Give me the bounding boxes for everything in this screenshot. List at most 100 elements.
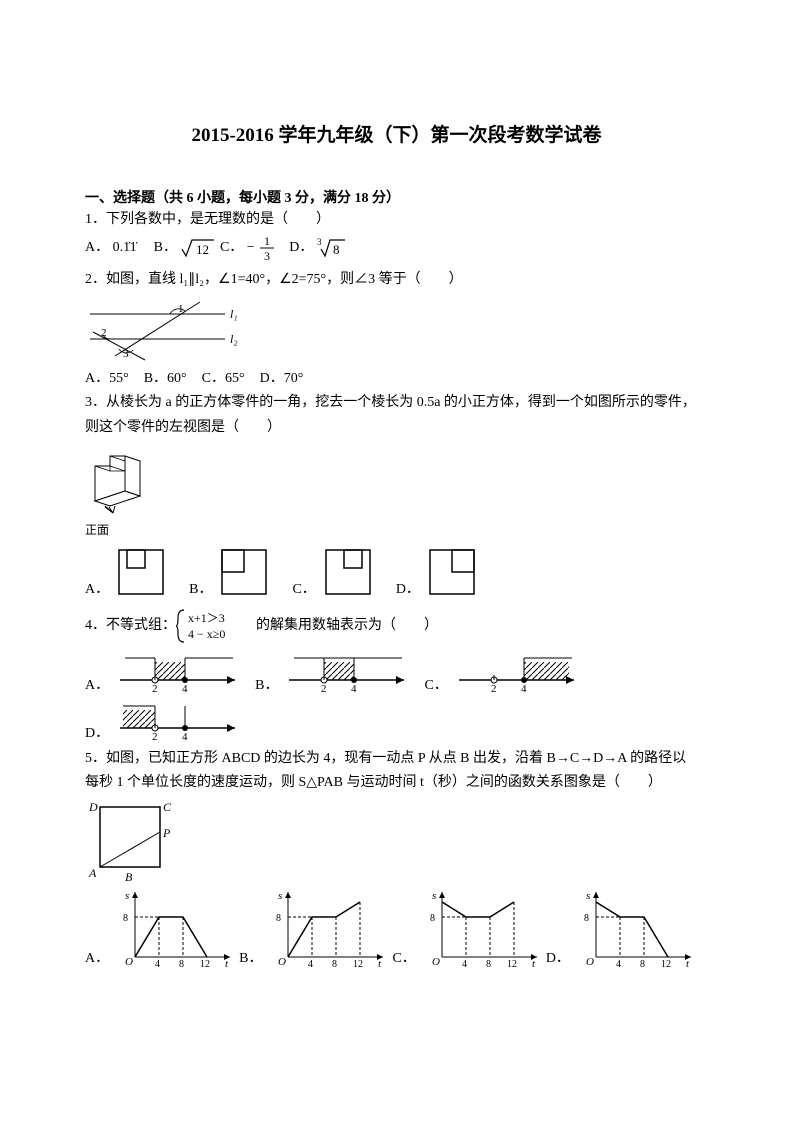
q2-stem: 2．如图，直线 l₁∥l₂，∠1=40°，∠2=75°，则∠3 等于（ ） [85,269,708,291]
brace-icon: x+1＞3 4 − x≥0 [176,608,256,644]
q4-stem: 4．不等式组： x+1＞3 4 − x≥0 的解集用数轴表示为（ ） [85,608,708,644]
svg-text:s: s [586,890,590,902]
q3-stem1: 3．从棱长为 a 的正方体零件的一角，挖去一个棱长为 0.5a 的小正方体，得到… [85,392,708,414]
q3-opt-a: A． [85,578,109,598]
svg-text:3: 3 [123,348,129,360]
q5-stem1: 5．如图，已知正方形 ABCD 的边长为 4，现有一动点 P 从点 B 出发，沿… [85,748,708,770]
q4-opt-c: C． [424,674,447,694]
q3-opt-c: C． [292,578,315,598]
q4-opt-a: A． [85,674,109,694]
q4-opt-d: D． [85,722,109,742]
q1-opt-d-label: D． [289,241,313,256]
svg-text:A: A [88,866,97,880]
svg-text:4: 4 [182,731,188,742]
svg-text:2: 2 [321,683,327,694]
q3-opt-d: D． [396,578,420,598]
svg-text:O: O [278,956,286,967]
q2-figure: l₁ l₂ 1 2 3 [85,294,708,366]
svg-text:4 − x≥0: 4 − x≥0 [188,627,225,641]
q2-opt-a: A．55° [85,371,129,386]
svg-text:8: 8 [123,913,128,924]
svg-text:t: t [378,958,382,967]
svg-text:l₂: l₂ [230,332,238,346]
svg-text:s: s [278,890,282,902]
svg-text:8: 8 [486,959,491,967]
q5-options: A． s t O 8 4 8 12 B． s [85,887,708,967]
svg-text:x+1＞3: x+1＞3 [188,611,225,625]
q3-opt-b: B． [189,578,212,598]
svg-text:8: 8 [333,242,340,257]
q5-svg-c: s t O 8 4 8 12 [422,887,542,967]
svg-text:4: 4 [616,959,621,967]
q5-opt-b: B． [239,947,262,967]
svg-text:s: s [432,890,436,902]
svg-text:t: t [686,958,690,967]
svg-text:1: 1 [264,234,270,248]
svg-text:2: 2 [152,683,158,694]
svg-text:4: 4 [521,683,527,694]
svg-text:8: 8 [430,913,435,924]
svg-text:4: 4 [462,959,467,967]
q1-opt-a-label: A． [85,241,109,256]
svg-text:2: 2 [491,683,497,694]
q1-opt-b-label: B． [154,241,177,256]
q4-stem-post: 的解集用数轴表示为（ ） [256,615,438,637]
svg-text:12: 12 [661,959,671,967]
svg-text:l₁: l₁ [230,307,238,321]
q5-opt-a: A． [85,947,109,967]
q5-figure: D C P A B [85,797,708,887]
svg-text:12: 12 [507,959,517,967]
q5-svg-a: s t O 8 4 8 12 [115,887,235,967]
svg-text:4: 4 [182,683,188,694]
svg-text:8: 8 [276,913,281,924]
svg-text:12: 12 [196,242,209,257]
fraction-icon: 1 3 [258,233,276,263]
q1-options: A． 0.1̇1̇ B． 12 C． − 1 3 D． 3 8 [85,233,708,263]
section-heading: 一、选择题（共 6 小题，每小题 3 分，满分 18 分） [85,187,708,207]
svg-text:8: 8 [584,913,589,924]
q5-svg-b: s t O 8 4 8 12 [268,887,388,967]
svg-text:P: P [162,826,171,840]
svg-text:3: 3 [317,237,322,247]
svg-text:4: 4 [155,959,160,967]
page-title: 2015-2016 学年九年级（下）第一次段考数学试卷 [85,120,708,147]
sqrt-icon: 12 [180,237,216,259]
q2-opt-b: B．60° [144,371,187,386]
q5-stem2: 每秒 1 个单位长度的速度运动，则 S△PAB 与运动时间 t（秒）之间的函数关… [85,772,708,794]
svg-text:8: 8 [332,959,337,967]
svg-text:2: 2 [152,731,158,742]
svg-text:12: 12 [200,959,210,967]
svg-text:D: D [88,800,98,814]
svg-text:8: 8 [179,959,184,967]
svg-text:2: 2 [101,327,107,339]
q4-opt-b: B． [255,674,278,694]
q4-svg-d: 2 4 [115,698,245,742]
svg-text:C: C [163,800,172,814]
minus-icon: − [247,241,255,256]
svg-text:4: 4 [351,683,357,694]
svg-text:8: 8 [640,959,645,967]
q2-options: A．55° B．60° C．65° D．70° [85,368,708,390]
q1-opt-a-text: 0.1̇1̇ [113,241,137,256]
svg-text:B: B [125,870,133,884]
q5-svg-d: s t O 8 4 8 12 [576,887,696,967]
q5-opt-d: D． [546,947,570,967]
q3-svg-a [115,546,167,598]
q3-svg-c [322,546,374,598]
svg-text:O: O [125,956,133,967]
svg-text:t: t [532,958,536,967]
q5-opt-c: C． [392,947,415,967]
q4-options: A． 2 4 B． [85,650,708,742]
svg-text:t: t [225,958,229,967]
q4-svg-b: 2 4 [284,650,414,694]
q1-stem: 1．下列各数中，是无理数的是（ ） [85,209,708,231]
q4-svg-a: 2 4 [115,650,245,694]
q2-opt-c: C．65° [202,371,245,386]
q3-options: A． B． C． D． [85,546,708,598]
svg-text:12: 12 [353,959,363,967]
q1-opt-c-label: C． [220,241,243,256]
cbrt-icon: 3 8 [317,237,347,259]
q4-svg-c: 2 4 [454,650,584,694]
q3-front-label: 正面 [85,521,708,538]
svg-text:4: 4 [308,959,313,967]
